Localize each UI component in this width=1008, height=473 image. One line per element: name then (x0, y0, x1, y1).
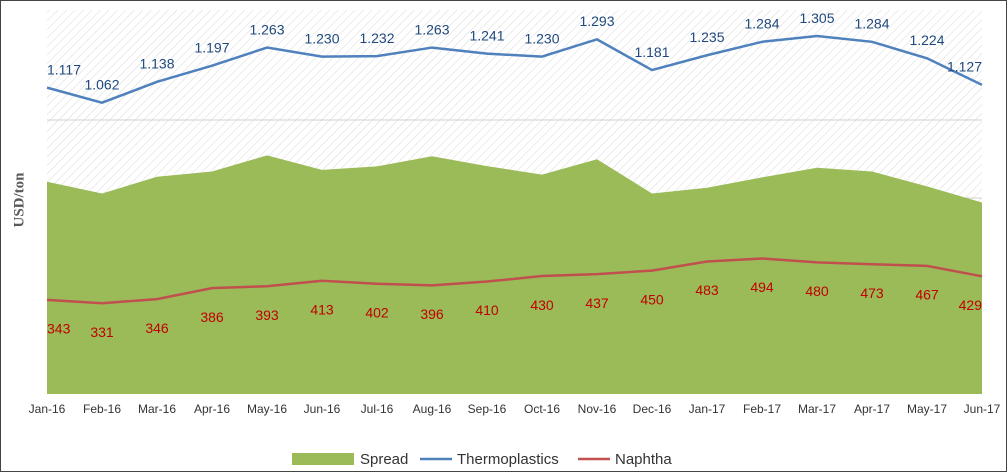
data-label: 413 (310, 301, 334, 317)
data-label: 331 (90, 324, 114, 340)
x-tick-label: Sep-16 (468, 402, 507, 416)
data-label: 1.284 (854, 16, 889, 32)
x-tick-label: Nov-16 (578, 402, 617, 416)
data-label: 1.117 (47, 61, 81, 77)
data-label: 1.263 (414, 21, 449, 37)
data-label: 1.138 (139, 56, 174, 72)
x-tick-label: Mar-17 (798, 402, 836, 416)
legend-label: Spread (360, 451, 408, 468)
x-tick-label: Jul-16 (361, 402, 394, 416)
data-label: 1.062 (84, 76, 119, 92)
x-tick-label: Mar-16 (138, 402, 176, 416)
data-label: 1.235 (689, 29, 724, 45)
data-label: 1.305 (799, 10, 834, 26)
data-label: 1.284 (744, 16, 779, 32)
x-tick-label: May-17 (907, 402, 947, 416)
data-label: 1.241 (469, 27, 504, 43)
x-tick-label: Oct-16 (524, 402, 560, 416)
x-tick-label: Dec-16 (633, 402, 672, 416)
x-tick-label: Aug-16 (413, 402, 452, 416)
data-label: 1.230 (524, 30, 559, 46)
data-label: 393 (255, 307, 279, 323)
data-label: 494 (750, 279, 774, 295)
data-label: 396 (420, 306, 444, 322)
data-label: 1.230 (304, 30, 339, 46)
data-label: 1.127 (947, 59, 982, 75)
data-label: 386 (200, 309, 224, 325)
x-tick-label: Apr-16 (194, 402, 230, 416)
data-label: 1.197 (194, 39, 229, 55)
data-label: 1.224 (909, 32, 944, 48)
y-axis-label: USD/ton (11, 172, 27, 228)
data-label: 343 (47, 321, 71, 337)
x-tick-label: Apr-17 (854, 402, 890, 416)
data-label: 1.263 (249, 21, 284, 37)
data-label: 467 (915, 287, 939, 303)
data-label: 430 (530, 297, 554, 313)
x-tick-label: Feb-17 (743, 402, 781, 416)
x-tick-label: Jan-16 (29, 402, 66, 416)
data-label: 1.181 (634, 44, 669, 60)
legend-label: Naphtha (615, 451, 672, 468)
data-label: 450 (640, 291, 664, 307)
data-label: 429 (959, 297, 983, 313)
data-label: 410 (475, 302, 499, 318)
line (46, 257, 983, 305)
data-label: 483 (695, 282, 719, 298)
x-tick-label: Jun-16 (304, 402, 341, 416)
data-label: 1.232 (359, 30, 394, 46)
data-label: 473 (860, 285, 884, 301)
x-tick-label: May-16 (247, 402, 287, 416)
data-label: 346 (145, 320, 169, 336)
line (46, 34, 983, 105)
data-label: 480 (805, 283, 829, 299)
x-tick-label: Jun-17 (964, 402, 1001, 416)
x-tick-label: Jan-17 (689, 402, 726, 416)
x-tick-label: Feb-16 (83, 402, 121, 416)
data-label: 437 (585, 295, 609, 311)
legend-label: Thermoplastics (457, 451, 559, 468)
area (47, 155, 982, 394)
data-label: 402 (365, 304, 389, 320)
legend-swatch (292, 453, 354, 465)
data-label: 1.293 (579, 13, 614, 29)
